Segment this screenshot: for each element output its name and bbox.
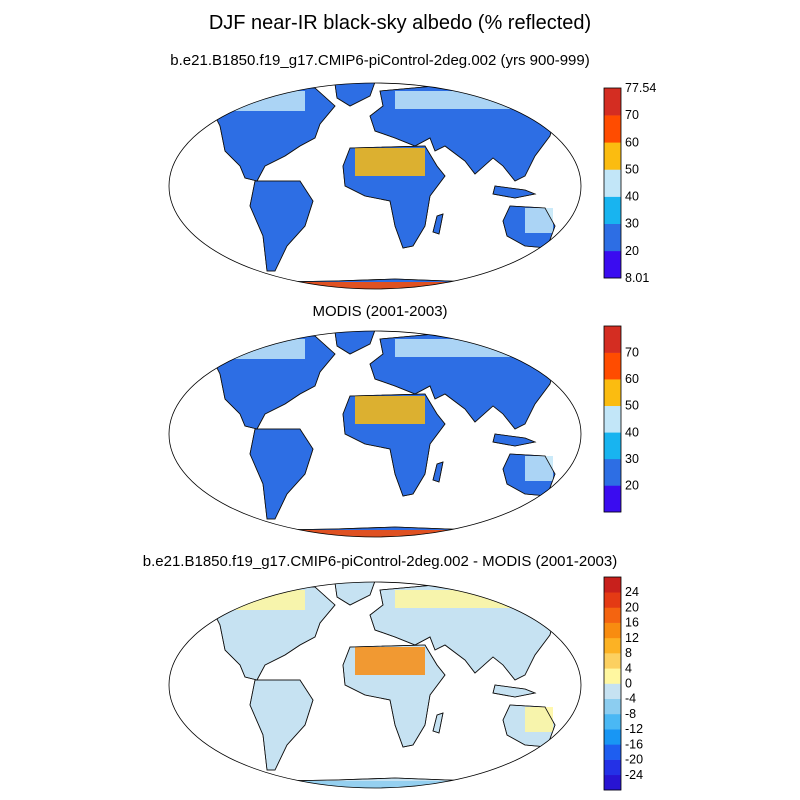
colorbar-tick-label: 30 bbox=[625, 452, 639, 466]
map-region-patch bbox=[525, 707, 553, 732]
colorbar-segment bbox=[604, 352, 621, 380]
map-region-patch bbox=[225, 339, 305, 359]
colorbar-segment bbox=[604, 637, 621, 654]
colorbar-tick-label: 70 bbox=[625, 108, 639, 122]
colorbar-segment bbox=[604, 458, 621, 486]
colorbar-tick-label: 50 bbox=[625, 399, 639, 413]
colorbar-segment bbox=[604, 668, 621, 684]
colorbar-tick-label: -8 bbox=[625, 707, 636, 721]
colorbar-segment bbox=[604, 729, 621, 745]
map-border bbox=[168, 330, 582, 538]
map-border bbox=[168, 581, 582, 789]
panel-diff-subtitle: b.e21.B1850.f19_g17.CMIP6-piControl-2deg… bbox=[142, 553, 618, 570]
colorbar-segment bbox=[604, 759, 621, 776]
colorbar-segment bbox=[604, 326, 621, 353]
colorbar-tick-label: 40 bbox=[625, 190, 639, 204]
colorbar-tick-label: 0 bbox=[625, 677, 632, 691]
colorbar-segment bbox=[604, 485, 621, 513]
colorbar-segment bbox=[604, 577, 621, 593]
colorbar-tick-label: 8.01 bbox=[625, 271, 649, 285]
colorbar-tick-label: 60 bbox=[625, 135, 639, 149]
land-fill bbox=[184, 83, 581, 289]
colorbar-tick-label: 24 bbox=[625, 585, 639, 599]
colorbar-segment bbox=[604, 115, 621, 143]
colorbar-tick-label: 40 bbox=[625, 425, 639, 439]
colorbar-tick-label: 12 bbox=[625, 631, 639, 645]
colorbar-tick-label: -24 bbox=[625, 768, 643, 782]
map-region-patch bbox=[395, 91, 545, 109]
colorbar-segment bbox=[604, 142, 621, 170]
colorbar-segment bbox=[604, 169, 621, 197]
map-region-patch bbox=[175, 530, 581, 537]
colorbar-segment bbox=[604, 744, 621, 760]
colorbar-tick-label: -20 bbox=[625, 753, 643, 767]
colorbar-segment bbox=[604, 607, 621, 623]
map-region-patch bbox=[395, 339, 545, 357]
land-fill bbox=[184, 582, 581, 788]
colorbar-segment bbox=[604, 250, 621, 279]
colorbar-segment bbox=[604, 379, 621, 407]
map-border bbox=[168, 82, 582, 290]
map-region-patch bbox=[355, 647, 425, 675]
colorbar-segment bbox=[604, 653, 621, 669]
panel-obs-subtitle: MODIS (2001-2003) bbox=[312, 303, 448, 320]
map-panel-model bbox=[168, 82, 582, 290]
colorbar-tick-label: 30 bbox=[625, 217, 639, 231]
colorbar-segment bbox=[604, 683, 621, 700]
colorbar-tick-label: 50 bbox=[625, 162, 639, 176]
colorbar-segment bbox=[604, 713, 621, 730]
colorbar-model: 8.01 20 30 40 50 60 70 77.54 bbox=[603, 81, 656, 285]
map-panel-diff bbox=[168, 581, 582, 789]
colorbar-tick-label: -16 bbox=[625, 737, 643, 751]
colorbar-tick-label: 20 bbox=[625, 600, 639, 614]
colorbar-segment bbox=[604, 88, 621, 116]
colorbar-obs: 20 30 40 50 60 70 bbox=[603, 325, 639, 513]
map-panel-obs bbox=[168, 330, 582, 538]
map-region-patch bbox=[225, 590, 305, 610]
colorbar-tick-label: 20 bbox=[625, 244, 639, 258]
colorbar-segment bbox=[604, 622, 621, 639]
map-region-patch bbox=[225, 91, 305, 111]
map-region-patch bbox=[395, 590, 545, 608]
colorbar-tick-label: 60 bbox=[625, 372, 639, 386]
colorbar-frame bbox=[603, 325, 622, 513]
panel-model-subtitle: b.e21.B1850.f19_g17.CMIP6-piControl-2deg… bbox=[170, 52, 590, 69]
land-fill bbox=[184, 331, 581, 537]
colorbar-segment bbox=[604, 196, 621, 225]
colorbar-frame bbox=[603, 87, 622, 279]
colorbar-tick-label: -4 bbox=[625, 692, 636, 706]
map-region-patch bbox=[355, 148, 425, 176]
map-region-patch bbox=[175, 781, 581, 788]
colorbar-tick-label: -12 bbox=[625, 722, 643, 736]
colorbar-tick-label: 4 bbox=[625, 661, 632, 675]
colorbar-segment bbox=[604, 432, 621, 460]
map-region-patch bbox=[175, 282, 581, 289]
colorbar-segment bbox=[604, 774, 621, 791]
colorbar-segment bbox=[604, 405, 621, 433]
map-region-patch bbox=[525, 208, 553, 233]
colorbar-tick-label: 20 bbox=[625, 478, 639, 492]
colorbar-tick-label: 8 bbox=[625, 646, 632, 660]
figure-title: DJF near-IR black-sky albedo (% reflecte… bbox=[208, 12, 592, 34]
map-region-patch bbox=[525, 456, 553, 481]
colorbar-segment bbox=[604, 592, 621, 608]
colorbar-tick-label: 70 bbox=[625, 346, 639, 360]
colorbar-tick-label: 77.54 bbox=[625, 81, 656, 95]
colorbar-segment bbox=[604, 698, 621, 715]
colorbar-segment bbox=[604, 223, 621, 252]
map-region-patch bbox=[355, 396, 425, 424]
colorbar-frame bbox=[603, 576, 622, 791]
colorbar-tick-label: 16 bbox=[625, 616, 639, 630]
